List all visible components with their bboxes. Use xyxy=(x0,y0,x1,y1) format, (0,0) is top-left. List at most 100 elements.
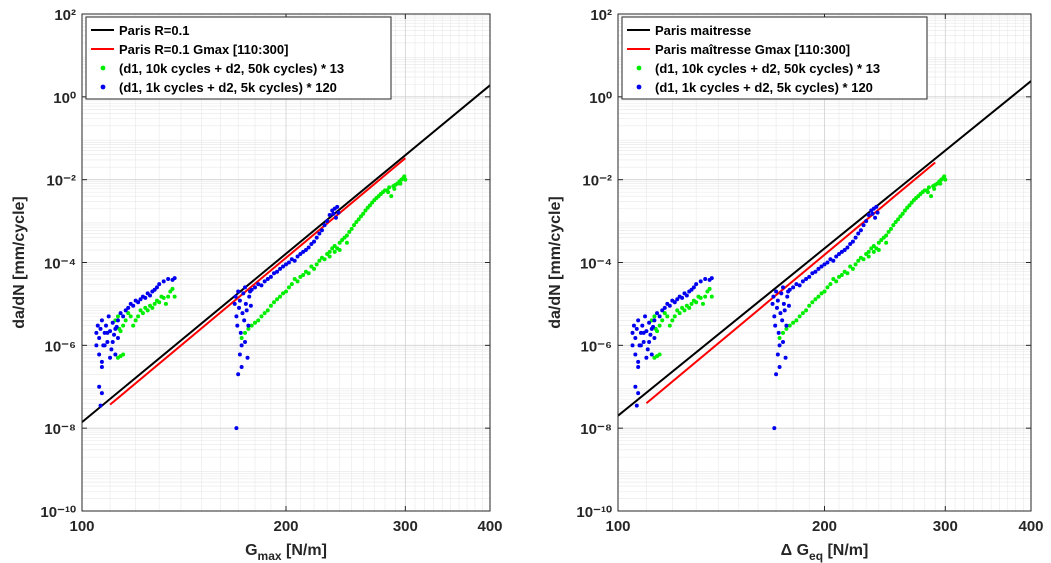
data-point xyxy=(816,294,821,299)
data-point xyxy=(652,336,657,341)
data-point xyxy=(776,330,781,335)
data-point xyxy=(392,186,397,191)
data-point xyxy=(781,340,786,345)
data-point xyxy=(876,248,881,253)
data-point xyxy=(237,305,242,310)
data-point xyxy=(810,300,815,305)
data-point xyxy=(902,208,907,213)
data-point xyxy=(773,323,778,328)
data-point xyxy=(234,426,239,431)
data-point xyxy=(634,403,639,408)
legend-box xyxy=(85,16,392,100)
data-point xyxy=(236,289,241,294)
data-point xyxy=(354,220,359,225)
data-point xyxy=(886,229,891,234)
data-point xyxy=(778,311,783,316)
x-tick-label: 200 xyxy=(812,518,837,535)
data-point xyxy=(667,323,672,328)
data-point xyxy=(331,211,336,216)
data-point xyxy=(163,301,168,306)
y-tick-label: 10⁻¹⁰ xyxy=(576,504,612,521)
data-point xyxy=(858,228,863,233)
data-point xyxy=(249,323,254,328)
data-point xyxy=(655,311,660,316)
data-point xyxy=(861,257,866,262)
data-point xyxy=(876,240,881,245)
chart-panel-1: 100 200 300 400 10⁻¹⁰ 10⁻⁸ 10⁻⁶ 10⁻⁴ 10⁻² 10⁰ 10² G… xyxy=(11,7,503,563)
data-point xyxy=(929,194,934,199)
data-point xyxy=(243,285,248,290)
data-point xyxy=(327,213,332,218)
data-point xyxy=(850,266,855,271)
y-tick-label: 10⁻⁸ xyxy=(580,421,612,438)
legend-item: Paris R=0.1 Gmax [110:300] xyxy=(91,42,288,57)
data-point xyxy=(358,214,363,219)
data-point xyxy=(791,285,796,290)
data-point xyxy=(649,352,654,357)
data-point xyxy=(647,340,652,345)
data-point xyxy=(271,300,276,305)
data-point xyxy=(239,364,244,369)
data-point xyxy=(106,314,111,319)
data-point xyxy=(278,266,283,271)
legend-box xyxy=(621,16,928,100)
x-tick-label: 300 xyxy=(393,518,418,535)
data-point xyxy=(386,190,391,195)
data-point xyxy=(800,311,805,316)
series-points-4 xyxy=(94,204,341,431)
legend-label: Paris maitresse xyxy=(655,23,751,38)
data-point xyxy=(97,384,102,389)
series-points-4 xyxy=(630,204,880,431)
data-point xyxy=(874,204,879,209)
legend-swatch xyxy=(636,65,642,71)
data-point xyxy=(128,314,133,319)
data-point xyxy=(275,269,280,274)
data-point xyxy=(284,289,288,294)
data-point xyxy=(813,297,818,302)
data-point xyxy=(123,308,128,313)
data-point xyxy=(797,314,802,319)
data-point xyxy=(804,308,809,313)
data-point xyxy=(235,323,240,328)
data-point xyxy=(777,336,782,341)
data-point xyxy=(126,305,131,310)
data-point xyxy=(367,203,372,208)
data-point xyxy=(268,303,273,308)
data-point xyxy=(831,276,836,281)
data-point xyxy=(121,323,126,328)
data-point xyxy=(99,391,104,396)
legend-label: (d1, 1k cycles + d2, 5k cycles) * 120 xyxy=(119,80,337,95)
data-point xyxy=(347,229,352,234)
data-point xyxy=(662,311,667,316)
data-point xyxy=(403,177,408,182)
data-point xyxy=(317,231,322,236)
data-point xyxy=(295,254,300,259)
legend-item: (d1, 1k cycles + d2, 5k cycles) * 120 xyxy=(100,80,337,95)
data-point xyxy=(682,308,687,313)
data-point xyxy=(161,279,166,284)
legend: Paris maitresse Paris maîtresse Gmax [110… xyxy=(621,16,928,100)
data-point xyxy=(657,352,662,357)
data-point xyxy=(853,262,858,267)
data-point xyxy=(636,359,641,364)
data-point xyxy=(172,294,177,299)
data-point xyxy=(822,289,827,294)
data-point xyxy=(839,272,844,277)
data-point xyxy=(785,294,790,299)
data-point xyxy=(770,301,775,306)
data-point xyxy=(813,269,818,274)
legend-swatch xyxy=(100,65,106,71)
data-point xyxy=(870,211,875,216)
data-point xyxy=(797,283,802,288)
data-point xyxy=(327,254,332,259)
data-point xyxy=(325,219,330,224)
data-point xyxy=(866,254,871,259)
x-axis-label: Gmax [N/m] xyxy=(245,542,327,563)
x-tick-label: 400 xyxy=(1018,518,1043,535)
data-point xyxy=(115,314,120,319)
data-point xyxy=(99,318,104,323)
data-point xyxy=(660,308,665,313)
data-point xyxy=(306,271,311,276)
data-point xyxy=(337,248,342,253)
data-point xyxy=(243,330,248,335)
